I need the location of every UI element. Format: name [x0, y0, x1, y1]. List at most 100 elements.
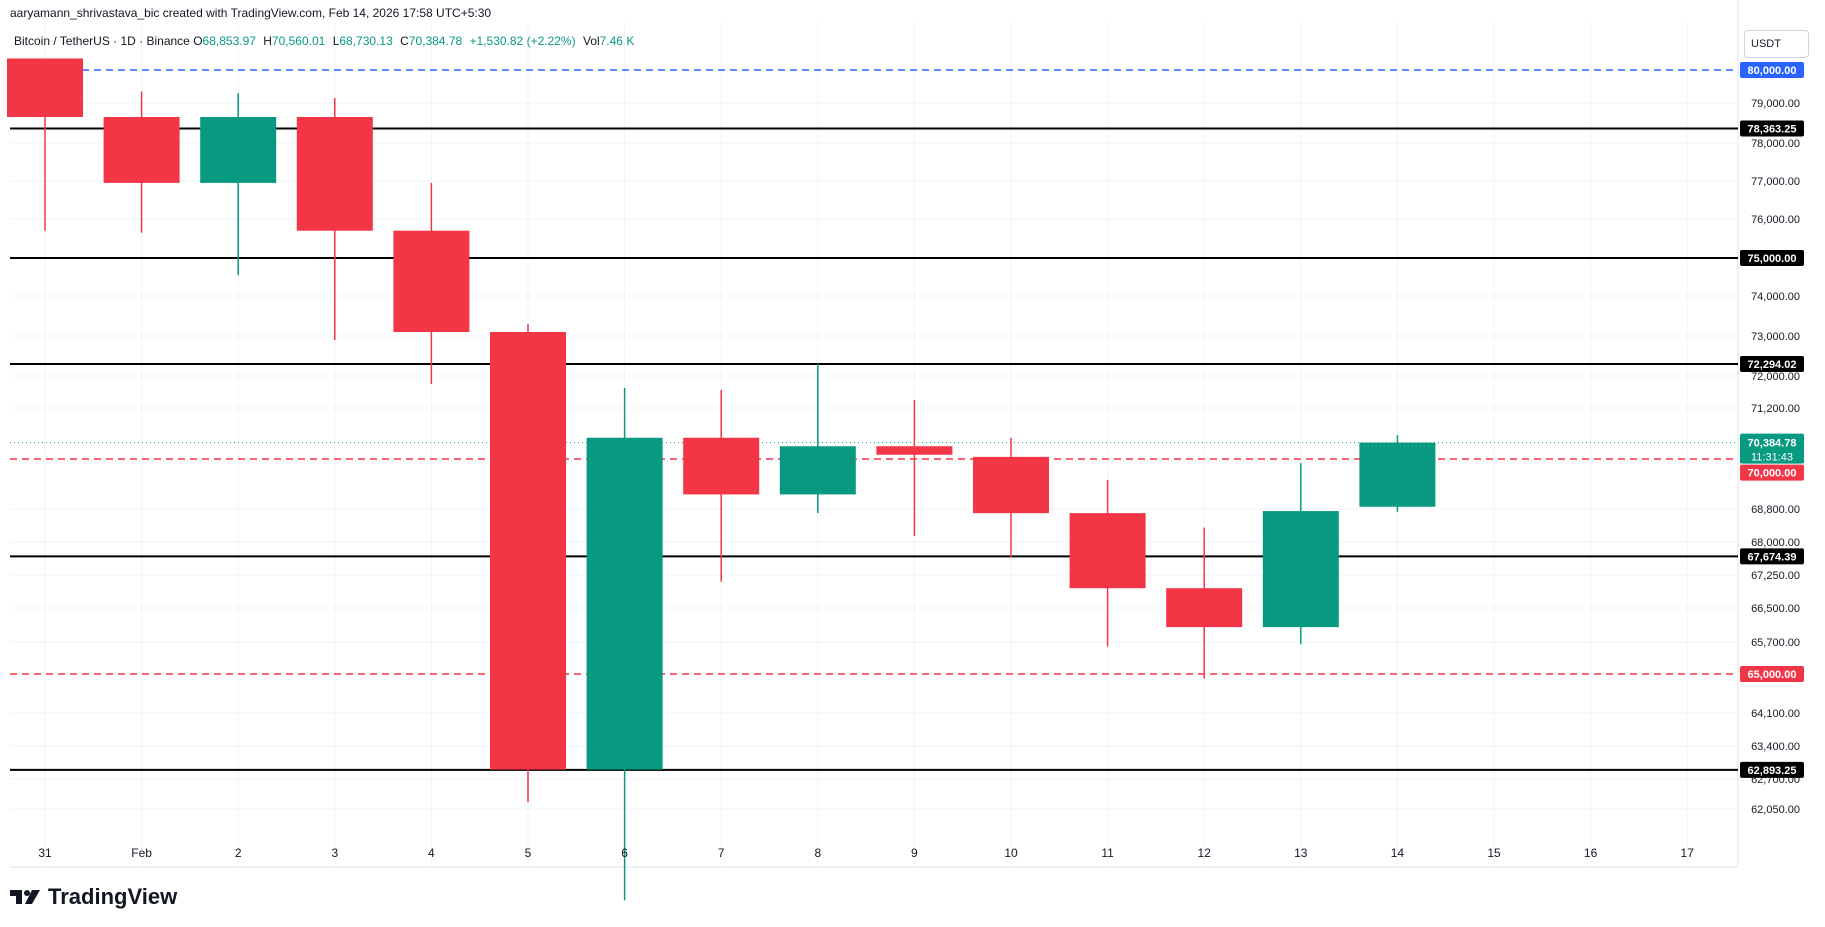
price-tick-label: 65,700.00	[1751, 637, 1800, 649]
price-tick-label: 73,000.00	[1751, 331, 1800, 343]
candle	[1359, 435, 1436, 512]
price-labels: 80,000.00 78,363.25 75,000.00 72,294.02 67,6…	[1740, 62, 1804, 778]
candle-body	[296, 117, 373, 231]
candle-body	[876, 446, 953, 455]
high-label: H	[263, 34, 272, 48]
level-price-tag: 70,000.00	[1748, 468, 1797, 480]
candle-body	[490, 332, 566, 770]
time-tick-label: Feb	[131, 846, 152, 860]
level-price-tag-bg	[1740, 761, 1804, 778]
time-tick-label: 6	[621, 846, 628, 860]
bar-countdown: 11:31:43	[1751, 452, 1793, 464]
level-price-tag-bg	[1740, 464, 1804, 481]
time-tick-label: 16	[1584, 846, 1598, 860]
candle-body	[683, 437, 760, 495]
candle	[7, 58, 83, 231]
level-price-tag-bg	[1740, 356, 1804, 372]
time-tick-label: 3	[331, 846, 338, 860]
price-tick-label: 76,000.00	[1751, 214, 1800, 226]
candle-body	[1262, 511, 1339, 628]
time-tick-label: 12	[1198, 846, 1212, 860]
time-tick-label: 31	[38, 846, 52, 860]
candle	[103, 91, 180, 233]
candle-body	[103, 117, 180, 183]
time-tick-label: 14	[1391, 846, 1405, 860]
candle	[779, 363, 856, 514]
level-price-tag: 78,363.25	[1748, 123, 1797, 135]
candle-body	[1166, 588, 1243, 628]
candle-body	[973, 456, 1049, 514]
candle	[876, 400, 953, 536]
price-tick-label: 62,050.00	[1751, 804, 1800, 816]
candle	[973, 437, 1049, 558]
change-value: +1,530.82 (+2.22%)	[469, 34, 576, 48]
close-label: C	[400, 34, 409, 48]
level-price-tag-bg	[1740, 250, 1804, 266]
level-price-tag: 75,000.00	[1748, 253, 1797, 265]
candle-body	[779, 446, 856, 495]
currency-unit-button[interactable]: USDT	[1744, 30, 1809, 58]
level-price-tag: 67,674.39	[1748, 551, 1797, 563]
price-tick-label: 67,250.00	[1751, 570, 1800, 582]
candle-body	[200, 117, 277, 183]
low-value: 68,730.13	[339, 34, 393, 48]
high-value: 70,560.01	[271, 34, 326, 48]
level-price-tag-bg	[1740, 548, 1804, 565]
candle	[490, 324, 566, 803]
time-tick-label: 2	[235, 846, 242, 860]
candle	[1262, 463, 1339, 645]
last-price-tag-bg	[1740, 433, 1804, 464]
price-tick-label: 78,000.00	[1751, 138, 1800, 150]
candles	[7, 58, 1436, 901]
candle	[683, 390, 760, 582]
vol-value: 7.46 K	[599, 34, 635, 48]
time-tick-label: 9	[911, 846, 918, 860]
time-tick-label: 11	[1101, 846, 1114, 860]
price-tick-label: 68,000.00	[1751, 537, 1800, 549]
time-axis: 31 Feb 2 3 4 5 6 7 8 9 10 11 12 13 14 15 16 17	[38, 846, 1694, 860]
candle	[1166, 527, 1243, 679]
vol-label: Vol	[582, 34, 600, 48]
candle-body	[1069, 513, 1146, 589]
candle	[1069, 479, 1146, 647]
level-price-tag: 62,893.25	[1748, 765, 1797, 777]
level-price-tag: 72,294.02	[1748, 359, 1797, 371]
candle	[586, 388, 663, 901]
level-price-tag: 65,000.00	[1748, 669, 1797, 681]
last-price-tag: 70,384.78	[1748, 438, 1797, 450]
symbol-name[interactable]: Bitcoin / TetherUS · 1D · Binance	[14, 34, 190, 48]
open-value: 68,853.97	[202, 34, 256, 48]
price-tick-label: 66,500.00	[1751, 603, 1800, 615]
candle-body	[586, 437, 663, 770]
time-tick-label: 17	[1681, 846, 1695, 860]
time-tick-label: 8	[814, 846, 821, 860]
time-tick-label: 15	[1487, 846, 1501, 860]
candle	[393, 182, 470, 384]
price-tick-label: 64,100.00	[1751, 708, 1800, 720]
price-tick-label: 79,000.00	[1751, 98, 1800, 110]
candle-body	[393, 230, 470, 332]
time-tick-label: 10	[1004, 846, 1018, 860]
candle-body	[7, 58, 83, 117]
level-price-tag-bg	[1740, 62, 1804, 78]
time-tick-label: 13	[1294, 846, 1308, 860]
time-tick-label: 7	[718, 846, 725, 860]
price-tick-label: 63,400.00	[1751, 741, 1800, 753]
level-price-tag: 80,000.00	[1748, 65, 1797, 77]
price-tick-label: 77,000.00	[1751, 176, 1800, 188]
price-tick-label: 74,000.00	[1751, 291, 1800, 303]
open-label: O	[193, 34, 203, 48]
price-tick-label: 68,800.00	[1751, 504, 1800, 516]
time-tick-label: 4	[428, 846, 435, 860]
price-tick-label: 71,200.00	[1751, 403, 1800, 415]
candle	[200, 93, 277, 276]
tradingview-logo[interactable]: TradingView	[10, 884, 177, 910]
attribution-text: aaryamann_shrivastava_bic created with T…	[10, 6, 492, 20]
brand-name: TradingView	[48, 884, 178, 909]
candle-body	[1359, 442, 1436, 507]
level-price-tag-bg	[1740, 666, 1804, 682]
level-price-tag-bg	[1740, 120, 1804, 137]
price-tick-label: 72,000.00	[1751, 371, 1800, 383]
close-value: 70,384.78	[408, 34, 463, 48]
